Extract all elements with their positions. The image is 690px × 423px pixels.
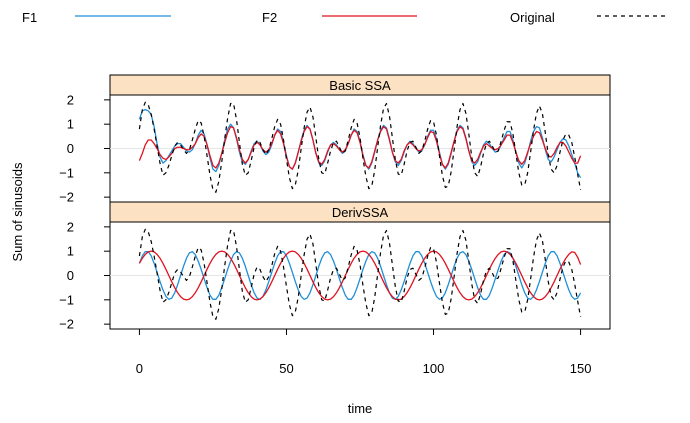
x-tick-label: 150	[570, 361, 592, 376]
panel-plot-derivssa	[110, 228, 610, 320]
x-tick-label: 50	[279, 361, 293, 376]
panel-title-basic-ssa: Basic SSA	[329, 78, 391, 93]
series-line-f2-derivssa	[138, 250, 582, 301]
panel-plot-basic-ssa	[110, 101, 610, 193]
y-tick-label-derivssa: 2	[67, 219, 74, 234]
y-axis-label: Sum of sinusoids	[10, 162, 25, 261]
x-axis-label: time	[348, 401, 373, 416]
legend: F1 F2 Original	[22, 10, 665, 25]
panel-title-derivssa: DerivSSA	[332, 205, 389, 220]
y-tick-label-derivssa: −2	[59, 317, 74, 332]
legend-label-f2: F2	[262, 10, 277, 25]
x-tick-label: 100	[423, 361, 445, 376]
y-tick-label-basic-ssa: 0	[67, 141, 74, 156]
axes: −2 −1 0 1 2 −2 −1 0 1 2 0 50 100 150	[59, 92, 591, 376]
y-tick-label-derivssa: −1	[59, 292, 74, 307]
x-tick-label: 0	[136, 361, 143, 376]
series-line-original-derivssa	[138, 228, 582, 320]
series-line-original-basic-ssa	[138, 101, 582, 193]
legend-label-original: Original	[510, 10, 555, 25]
y-tick-label-derivssa: 0	[67, 268, 74, 283]
y-tick-label-basic-ssa: 1	[67, 117, 74, 132]
legend-label-f1: F1	[22, 10, 37, 25]
y-tick-label-basic-ssa: −1	[59, 165, 74, 180]
y-tick-label-basic-ssa: −2	[59, 190, 74, 205]
y-tick-label-basic-ssa: 2	[67, 92, 74, 107]
series-line-f2-basic-ssa	[138, 125, 582, 170]
y-tick-label-derivssa: 1	[67, 244, 74, 259]
